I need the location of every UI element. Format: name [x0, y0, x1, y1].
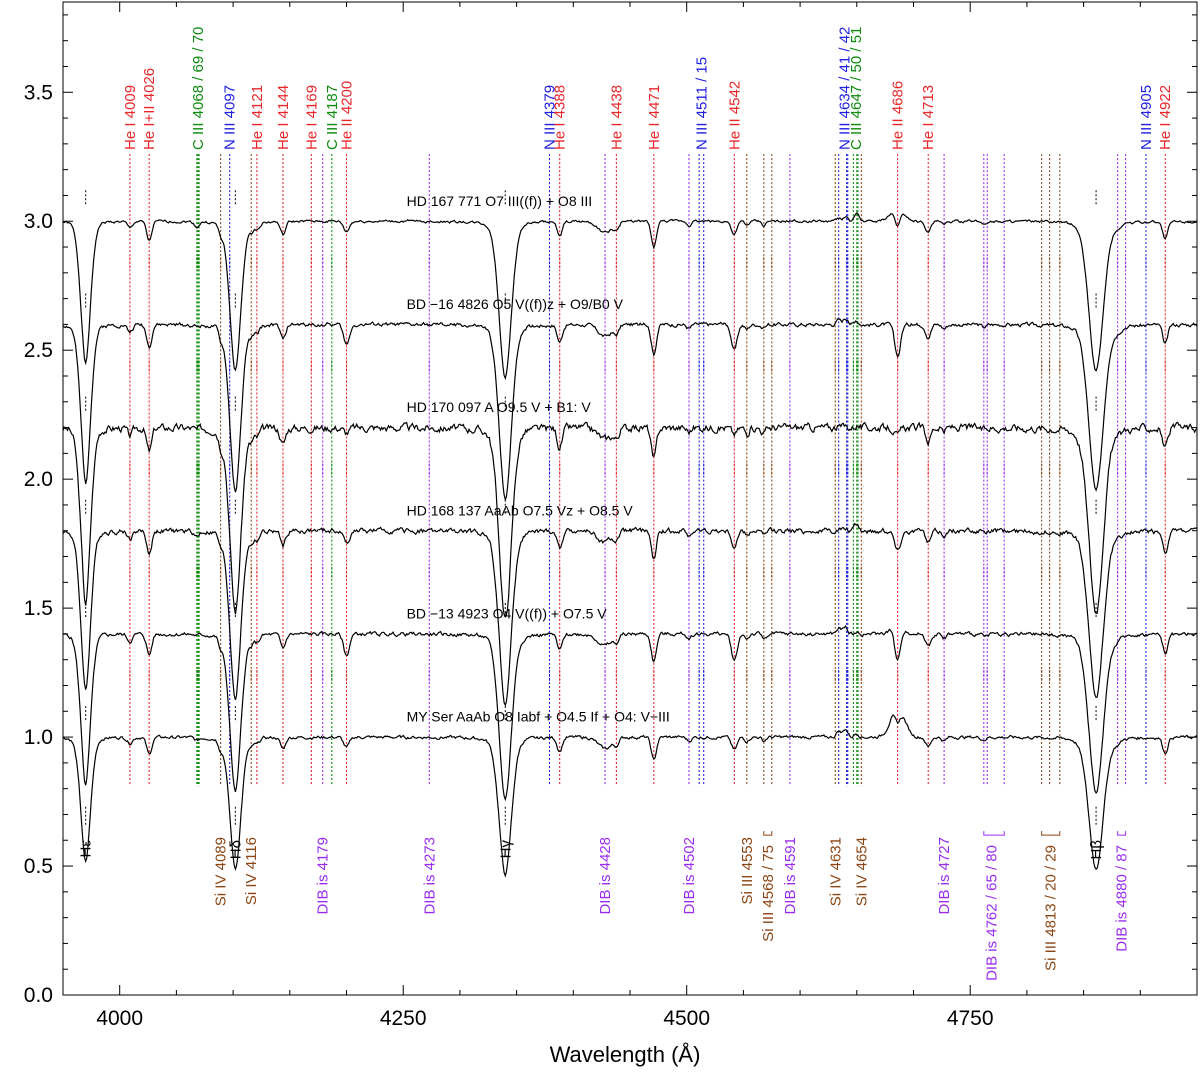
top-line-label: He I 4169: [303, 85, 320, 150]
hydrogen-label: Hβ: [1088, 840, 1105, 860]
hydrogen-label: Hε: [78, 840, 95, 858]
top-line-label: N III 4905: [1138, 85, 1155, 150]
series-label: BD −16 4826 O5 V((f))z + O9/B0 V: [407, 296, 624, 312]
bottom-line-label: DIB is 4880 / 87: [1114, 845, 1131, 952]
top-line-label: N III 4634 / 41 / 42: [836, 27, 853, 150]
spectrum-line: [62, 624, 1198, 802]
bottom-line-label: DIB is 4727: [936, 837, 953, 915]
top-line-label: N III 4097: [222, 85, 239, 150]
bottom-line-label: DIB is 4502: [681, 837, 698, 915]
top-line-label: He I 4121: [249, 85, 266, 150]
bottom-line-label: DIB is 4179: [315, 837, 332, 915]
series-label: HD 170 097 A O9.5 V + B1: V: [407, 399, 592, 415]
y-tick-label: 1.5: [24, 597, 53, 620]
y-tick-label: 1.0: [24, 726, 53, 749]
line-group-bracket: [983, 831, 1005, 836]
bottom-line-label: DIB is 4591: [782, 837, 799, 915]
bottom-line-label: Si III 4568 / 75: [760, 845, 777, 942]
top-line-label: He I 4922: [1157, 85, 1174, 150]
bottom-line-label: Si III 4553: [739, 837, 756, 905]
top-line-label: He I 4009: [122, 85, 139, 150]
line-group-bracket: [1117, 831, 1127, 836]
x-tick-label: 4500: [663, 1007, 710, 1030]
spectrum-line: [62, 714, 1198, 878]
line-group-bracket: [1041, 831, 1061, 836]
bottom-line-label: Si IV 4116: [243, 837, 260, 905]
spectrum-line: [62, 212, 1198, 381]
bottom-line-label: Si IV 4089: [213, 837, 230, 906]
top-line-label: C III 4068 / 69 / 70: [190, 27, 207, 150]
series-label: BD −13 4923 O4 V((f)) + O7.5 V: [407, 605, 608, 621]
top-line-label: He I 4388: [552, 85, 569, 150]
bottom-line-label: Si IV 4654: [853, 837, 870, 906]
top-line-label: He I 4438: [608, 85, 625, 150]
hydrogen-label: Hδ: [227, 840, 244, 859]
y-tick-label: 3.5: [24, 81, 53, 104]
y-tick-label: 0.0: [24, 984, 53, 1007]
top-line-label: C III 4647 / 50 / 51: [848, 27, 865, 150]
top-line-label: He I 4144: [275, 85, 292, 150]
series-label: MY Ser AaAb O8 Iabf + O4.5 If + O4: V−II…: [407, 709, 670, 725]
spectra-series: HD 167 771 O7 III((f)) + O8 III BD −16 48…: [62, 193, 1198, 878]
bottom-line-label: DIB is 4762 / 65 / 80: [984, 845, 1001, 981]
top-line-label: He II 4542: [726, 81, 743, 150]
y-tick-label: 3.0: [24, 210, 53, 233]
series-label: HD 167 771 O7 III((f)) + O8 III: [407, 193, 593, 209]
y-tick-label: 2.5: [24, 339, 53, 362]
x-tick-label: 4000: [96, 1007, 143, 1030]
top-line-label: C III 4187: [324, 85, 341, 150]
line-group-bracket: [763, 831, 773, 836]
y-tick-label: 0.5: [24, 855, 53, 878]
bottom-line-label: Si IV 4631: [827, 837, 844, 906]
top-line-label: He II 4200: [339, 81, 356, 150]
spectrum-line: [62, 421, 1198, 619]
top-line-label: He I+II 4026: [141, 68, 158, 150]
axes: 4000 4250 4500 4750 0.0 0.5 1.0 1.5 2.0 2.5 3.0 3.5: [24, 2, 1198, 1030]
top-line-label: He II 4686: [890, 81, 907, 150]
spectrum-line: [62, 522, 1198, 707]
spectrum-line: [62, 318, 1198, 502]
top-line-label: He I 4713: [920, 85, 937, 150]
bottom-line-label: DIB is 4428: [597, 837, 614, 915]
top-line-label: N III 4511 / 15: [693, 57, 710, 150]
top-line-label: He I 4471: [646, 85, 663, 150]
x-tick-label: 4750: [947, 1007, 994, 1030]
bottom-line-label: DIB is 4273: [421, 837, 438, 915]
x-axis-title: Wavelength (Å): [550, 1042, 701, 1067]
line-markers: [85, 154, 1166, 825]
bottom-line-label: Si III 4813 / 20 / 29: [1042, 845, 1059, 971]
top-line-label: N III 4379: [541, 85, 558, 150]
series-label: HD 168 137 AaAb O7.5 Vz + O8.5 V: [407, 502, 634, 518]
hydrogen-label: Hγ: [497, 840, 514, 859]
y-tick-label: 2.0: [24, 468, 53, 491]
x-tick-label: 4250: [380, 1007, 427, 1030]
line-labels: He I 4009 He I+II 4026 C III 4068 / 69 / 7…: [78, 27, 1175, 981]
